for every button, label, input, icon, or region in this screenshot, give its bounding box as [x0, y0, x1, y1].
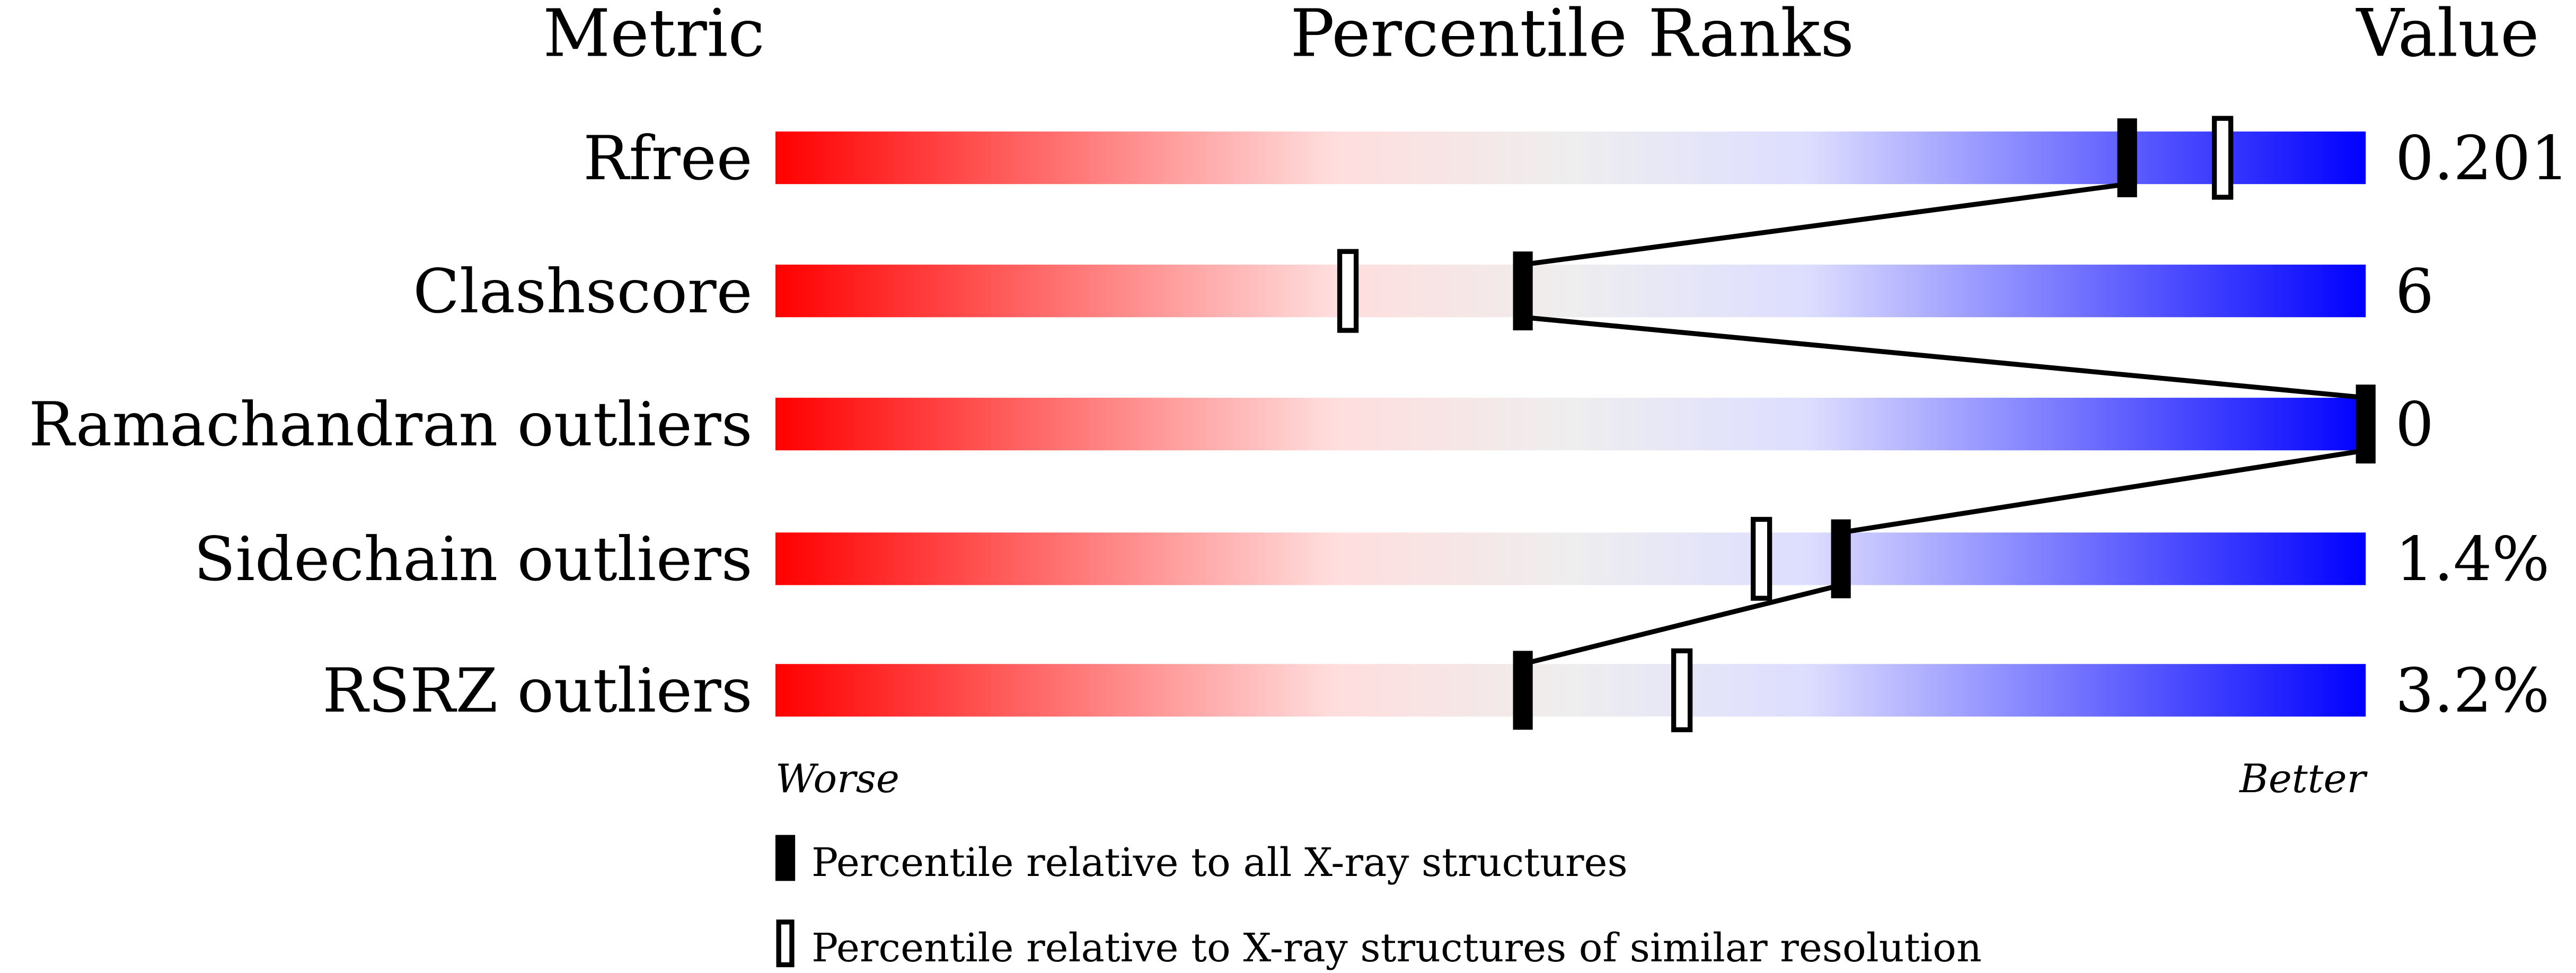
- connector-line: [1840, 448, 2366, 535]
- metric-value: 0.201: [2395, 124, 2569, 194]
- all-structures-marker: [1513, 651, 1533, 730]
- metric-label: Ramachandran outliers: [29, 390, 752, 460]
- metric-label: Rfree: [583, 124, 752, 194]
- all-structures-marker: [2356, 384, 2376, 464]
- metric-value: 3.2%: [2395, 656, 2549, 726]
- all-structures-marker: [2117, 118, 2137, 197]
- metric-value: 1.4%: [2395, 524, 2549, 595]
- header-percentile-ranks: Percentile Ranks: [1290, 0, 1854, 72]
- similar-resolution-marker: [1671, 648, 1693, 732]
- similar-resolution-marker: [1751, 516, 1772, 601]
- connector-line: [1522, 181, 2128, 267]
- legend-open-marker: [776, 919, 795, 968]
- legend-all-label: Percentile relative to all X-ray structu…: [811, 839, 1628, 886]
- all-structures-marker: [1513, 251, 1533, 331]
- metric-label: Sidechain outliers: [194, 524, 753, 595]
- connector-line: [1522, 314, 2366, 400]
- percentile-bar: [775, 132, 2366, 185]
- similar-resolution-marker: [2212, 116, 2234, 200]
- percentile-bar: [775, 664, 2366, 717]
- header-value: Value: [2356, 0, 2539, 72]
- better-label: Better: [2238, 756, 2368, 802]
- metric-label: Clashscore: [413, 257, 752, 327]
- all-structures-marker: [1831, 519, 1851, 599]
- percentile-bar: [775, 532, 2366, 585]
- similar-resolution-marker: [1337, 249, 1359, 333]
- connector-line: [1522, 582, 1842, 667]
- legend-filled-marker: [775, 835, 796, 881]
- metric-value: 0: [2395, 390, 2434, 460]
- legend-similar-label: Percentile relative to X-ray structures …: [811, 925, 1982, 971]
- percentile-bar: [775, 398, 2366, 451]
- metric-value: 6: [2395, 257, 2434, 327]
- header-metric: Metric: [543, 0, 764, 72]
- worse-label: Worse: [775, 756, 899, 802]
- percentile-bar: [775, 265, 2366, 318]
- metric-label: RSRZ outliers: [322, 656, 752, 726]
